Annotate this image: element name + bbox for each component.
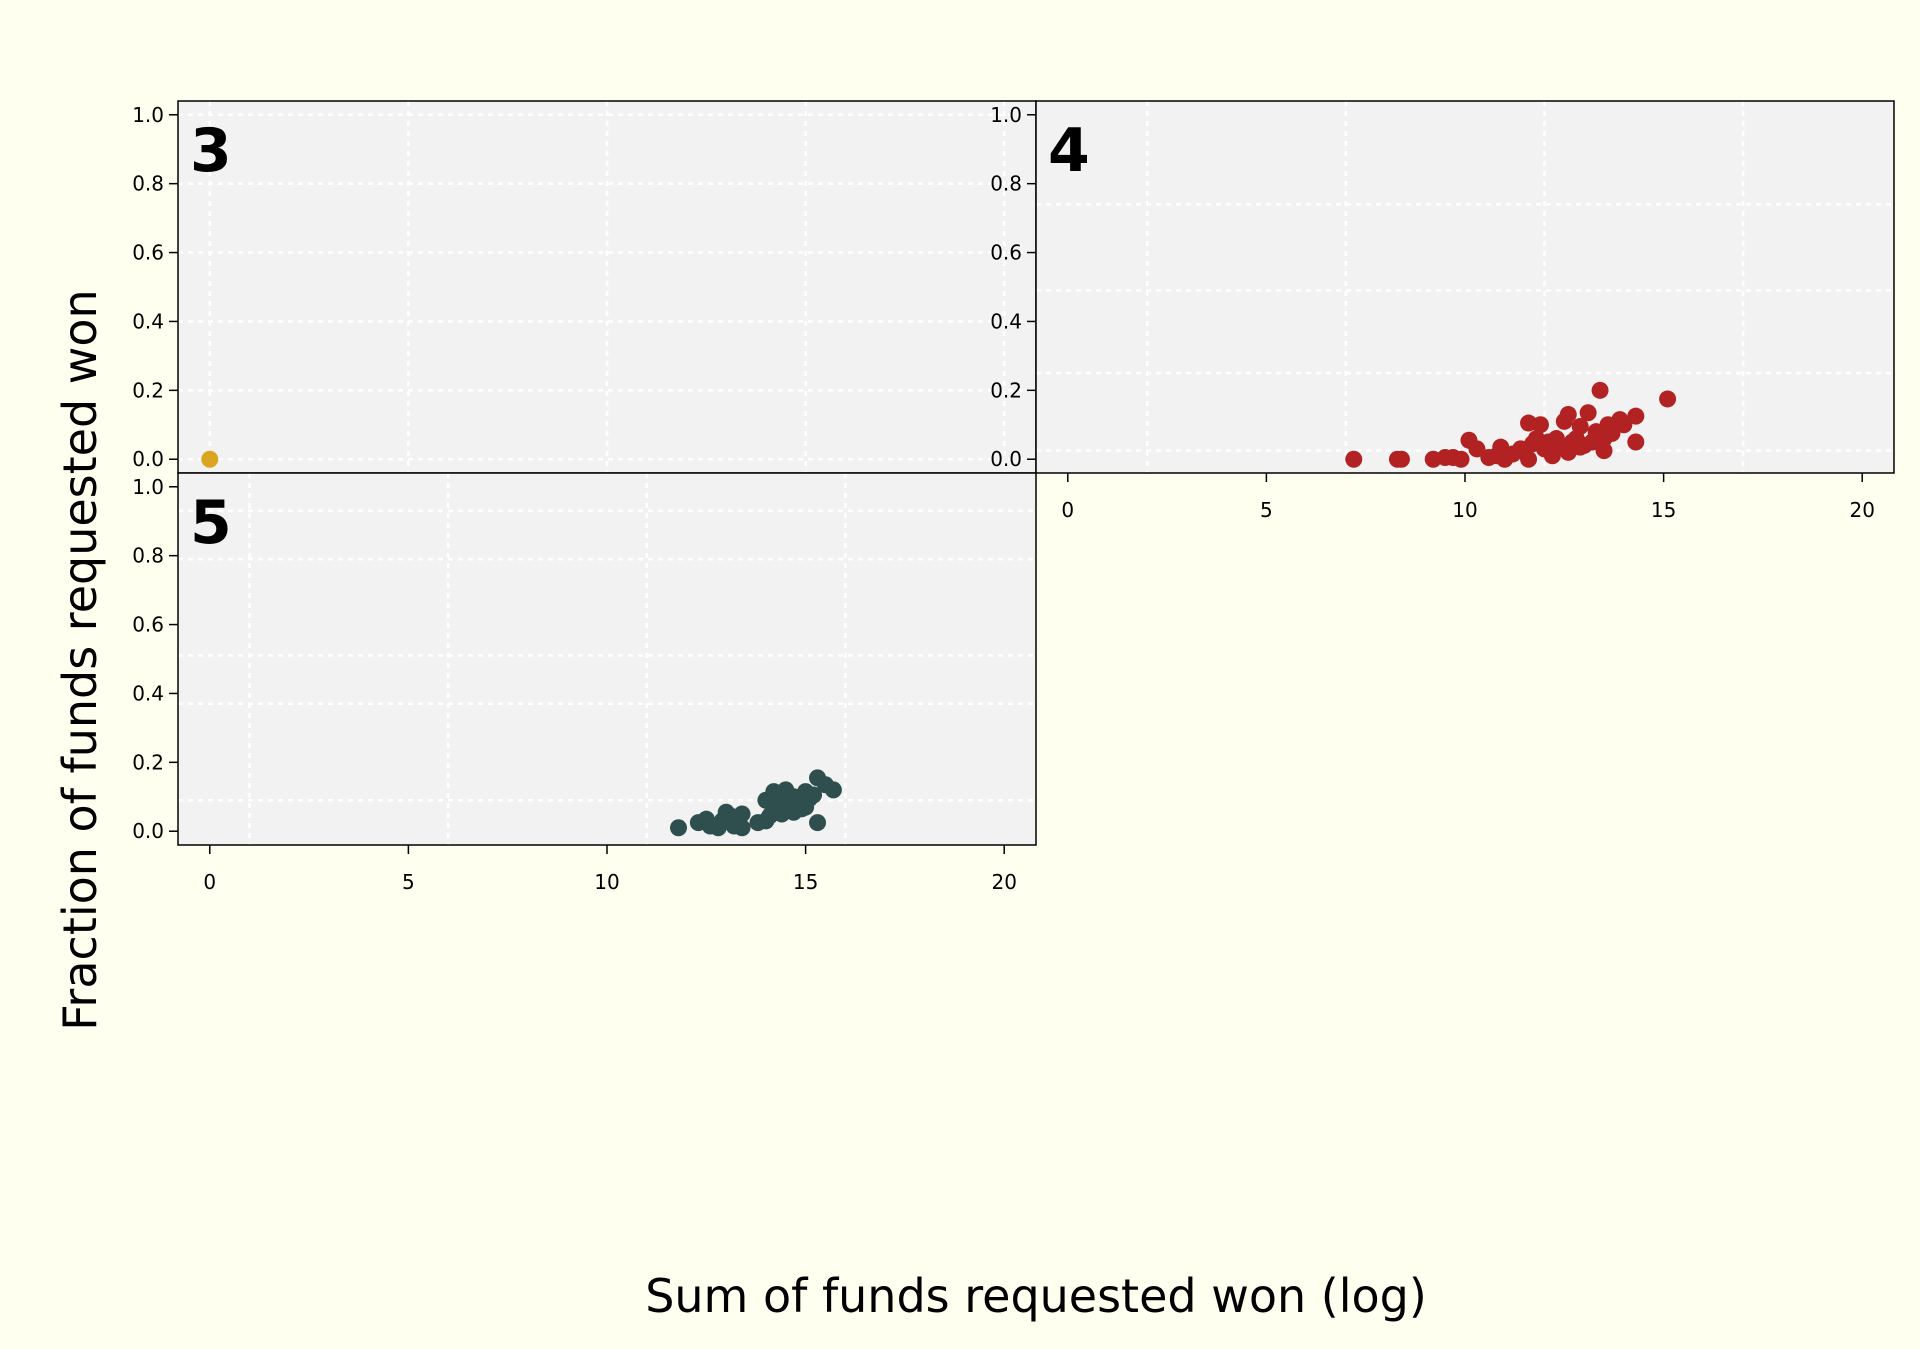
data-point <box>733 805 751 823</box>
y-tick-label: 1.0 <box>132 475 164 499</box>
data-point <box>1615 416 1633 434</box>
x-tick-label: 15 <box>793 870 818 894</box>
y-tick-label: 0.0 <box>990 447 1022 471</box>
y-tick-label: 0.6 <box>132 241 164 265</box>
x-tick-label: 20 <box>991 870 1016 894</box>
data-point <box>1452 450 1470 468</box>
y-tick-label: 0.4 <box>132 309 164 333</box>
y-tick-label: 0.2 <box>132 750 164 774</box>
data-point <box>1571 438 1589 456</box>
y-tick-label: 1.0 <box>990 103 1022 127</box>
data-point <box>670 819 687 837</box>
y-tick-label: 0.4 <box>132 681 164 705</box>
data-point <box>1579 404 1597 422</box>
data-point <box>805 786 823 804</box>
data-point <box>1392 450 1410 468</box>
data-point <box>1603 424 1621 442</box>
x-tick-label: 10 <box>1452 498 1477 522</box>
data-point <box>809 814 827 832</box>
y-tick-label: 0.8 <box>990 172 1022 196</box>
panel-label: 3 <box>190 116 232 186</box>
x-tick-label: 15 <box>1651 498 1676 522</box>
x-tick-label: 5 <box>402 870 415 894</box>
data-point <box>1595 442 1613 460</box>
data-point <box>824 781 842 799</box>
data-point <box>733 819 751 837</box>
data-point <box>1591 381 1609 399</box>
y-tick-label: 0.0 <box>132 819 164 843</box>
y-tick-label: 0.8 <box>132 172 164 196</box>
data-point <box>1659 390 1677 408</box>
panel-background <box>178 101 1036 473</box>
data-point <box>1531 416 1549 434</box>
panel-4: 4 0.0 0.2 0.4 0.6 0.8 1.0 0 5 10 15 20 <box>990 100 1895 522</box>
y-tick-label: 0.6 <box>132 613 164 637</box>
y-tick-label: 0.4 <box>990 309 1022 333</box>
x-tick-label: 10 <box>594 870 619 894</box>
panel-5: 5 0.0 0.2 0.4 0.6 0.8 1.0 0 5 10 15 20 <box>132 472 1037 894</box>
y-tick-label: 0.2 <box>132 378 164 402</box>
data-point <box>1627 433 1645 451</box>
x-tick-label: 20 <box>1849 498 1874 522</box>
data-point <box>1559 405 1577 423</box>
data-point <box>1520 450 1538 468</box>
y-tick-label: 0.0 <box>132 447 164 471</box>
y-tick-label: 0.8 <box>132 544 164 568</box>
data-point <box>1571 418 1589 435</box>
panel-label: 4 <box>1048 116 1090 186</box>
data-point <box>1468 440 1486 458</box>
data-point <box>201 450 219 468</box>
y-tick-label: 1.0 <box>132 103 164 127</box>
data-point <box>1345 450 1363 468</box>
y-tick-label: 0.6 <box>990 241 1022 265</box>
x-tick-label: 0 <box>203 870 216 894</box>
panel-background <box>178 473 1036 845</box>
x-axis-title: Sum of funds requested won (log) <box>645 1269 1427 1323</box>
data-point <box>1543 443 1561 461</box>
y-tick-label: 0.2 <box>990 378 1022 402</box>
y-axis-title: Fraction of funds requested won <box>53 289 107 1030</box>
x-tick-label: 5 <box>1260 498 1273 522</box>
panel-label: 5 <box>190 488 232 558</box>
data-point <box>1627 407 1645 425</box>
x-tick-label: 0 <box>1061 498 1074 522</box>
panel-3: 3 0.0 0.2 0.4 0.6 0.8 1.0 <box>132 100 1037 474</box>
panel-background <box>1036 101 1894 473</box>
